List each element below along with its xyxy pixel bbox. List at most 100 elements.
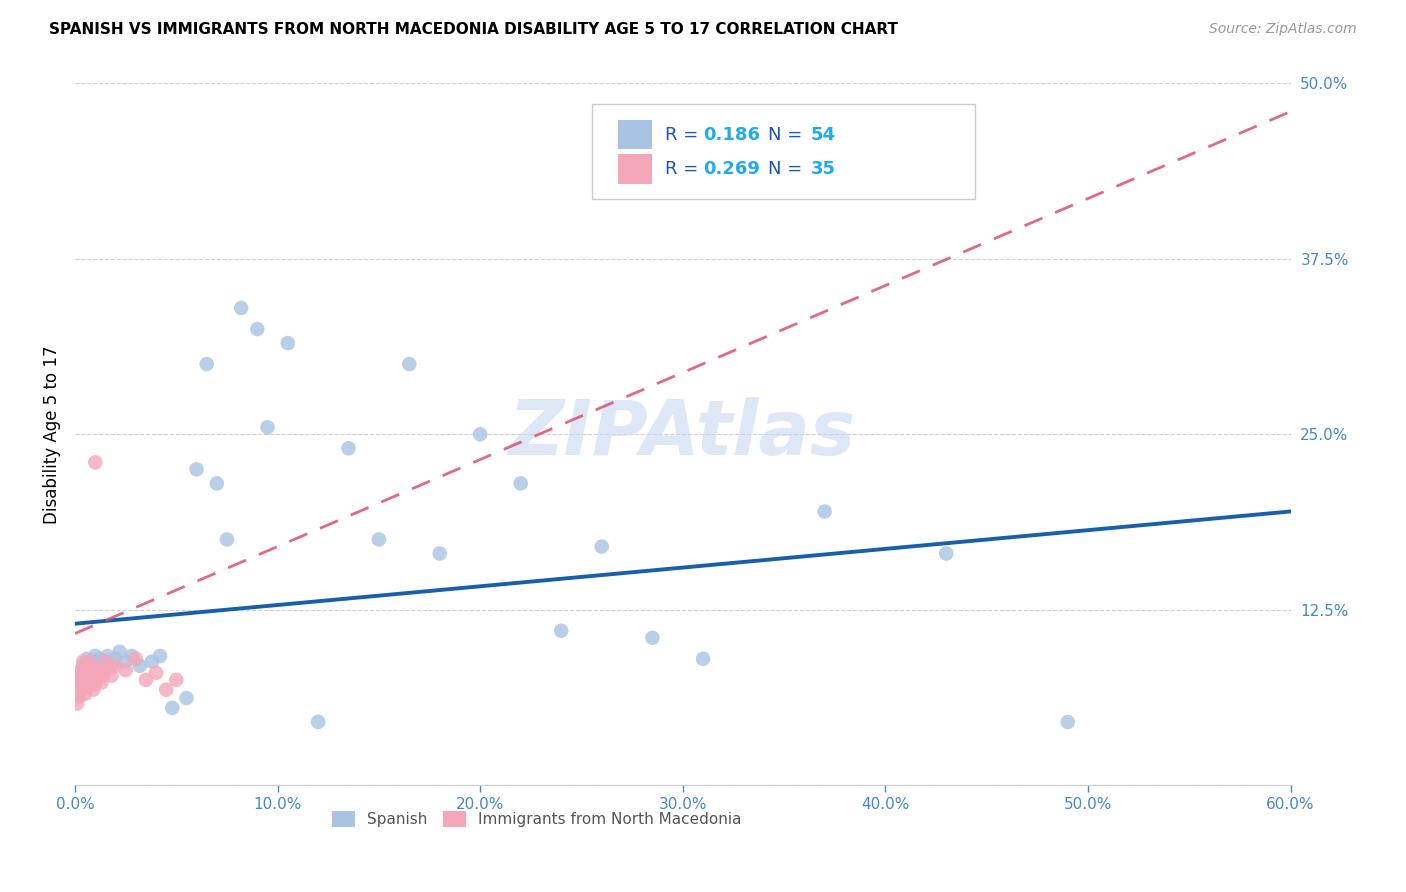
Point [76, 662, 98, 676]
Point [114, 663, 136, 677]
Point [90, 675, 112, 690]
Point [72, 675, 94, 690]
Point [67, 690, 90, 704]
Point [84, 663, 107, 677]
Point [246, 322, 269, 336]
Point [75, 668, 97, 682]
Point [509, 476, 531, 491]
Text: N =: N = [768, 160, 808, 178]
Point [165, 673, 187, 687]
Point [90, 668, 112, 682]
Text: R =: R = [665, 160, 703, 178]
Point [77, 658, 100, 673]
Point [337, 442, 360, 456]
Point [86, 670, 108, 684]
Text: 0.269: 0.269 [703, 160, 761, 178]
Point [89, 663, 111, 677]
Point [176, 691, 198, 706]
Legend: Spanish, Immigrants from North Macedonia: Spanish, Immigrants from North Macedonia [326, 805, 748, 834]
Point [70, 682, 93, 697]
Point [80, 662, 103, 676]
Point [692, 652, 714, 666]
Point [108, 645, 131, 659]
Point [84, 648, 107, 663]
Point [77, 673, 100, 687]
Text: SPANISH VS IMMIGRANTS FROM NORTH MACEDONIA DISABILITY AGE 5 TO 17 CORRELATION CH: SPANISH VS IMMIGRANTS FROM NORTH MACEDON… [49, 22, 898, 37]
Point [155, 682, 177, 697]
Point [77, 668, 100, 682]
Point [104, 658, 127, 673]
Point [72, 677, 94, 691]
Point [66, 687, 89, 701]
Point [96, 648, 118, 663]
Point [186, 462, 208, 476]
Text: 35: 35 [810, 160, 835, 178]
Point [114, 655, 136, 669]
Point [231, 301, 253, 315]
Point [66, 697, 89, 711]
Point [470, 427, 492, 442]
Point [215, 533, 238, 547]
Text: 54: 54 [810, 126, 835, 144]
Point [96, 662, 118, 676]
Text: 0.186: 0.186 [703, 126, 761, 144]
Point [641, 631, 664, 645]
Point [77, 655, 100, 669]
FancyBboxPatch shape [619, 154, 652, 184]
Point [76, 663, 98, 677]
Point [277, 336, 299, 351]
Point [93, 668, 115, 682]
Text: R =: R = [665, 126, 703, 144]
Point [82, 682, 104, 697]
Point [70, 663, 93, 677]
Point [82, 668, 104, 682]
Point [89, 652, 111, 666]
Point [94, 655, 117, 669]
Point [145, 665, 167, 680]
Point [307, 714, 329, 729]
Point [398, 357, 420, 371]
Point [100, 668, 122, 682]
Point [429, 547, 451, 561]
Point [162, 701, 184, 715]
Point [67, 668, 90, 682]
FancyBboxPatch shape [619, 120, 652, 149]
Point [70, 682, 93, 697]
Point [86, 658, 108, 673]
Point [814, 504, 837, 518]
Point [67, 673, 90, 687]
Point [82, 665, 104, 680]
Point [84, 677, 107, 691]
Point [67, 680, 90, 694]
Point [72, 655, 94, 669]
Point [75, 687, 97, 701]
Point [128, 658, 150, 673]
Point [935, 547, 957, 561]
Point [367, 533, 389, 547]
Point [135, 673, 157, 687]
Point [205, 476, 228, 491]
Point [104, 652, 127, 666]
Point [84, 455, 107, 469]
FancyBboxPatch shape [592, 104, 974, 199]
Point [76, 680, 98, 694]
Point [75, 680, 97, 694]
Point [141, 655, 163, 669]
Text: Source: ZipAtlas.com: Source: ZipAtlas.com [1209, 22, 1357, 37]
Text: ZIPAtlas: ZIPAtlas [509, 397, 856, 471]
Point [100, 658, 122, 673]
Y-axis label: Disability Age 5 to 17: Disability Age 5 to 17 [44, 345, 60, 524]
Point [93, 662, 115, 676]
Point [66, 677, 89, 691]
Point [256, 420, 278, 434]
Text: N =: N = [768, 126, 808, 144]
Point [70, 665, 93, 680]
Point [72, 658, 94, 673]
Point [1056, 714, 1078, 729]
Point [149, 648, 172, 663]
Point [94, 655, 117, 669]
Point [76, 652, 98, 666]
Point [550, 624, 572, 638]
Point [195, 357, 218, 371]
Point [80, 675, 103, 690]
